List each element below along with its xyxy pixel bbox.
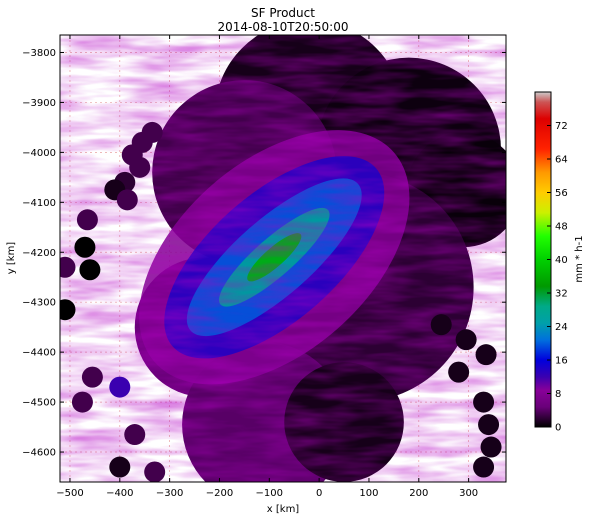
x-tick-label-3: −200 [206, 488, 233, 499]
x-axis-ticks: −500 −400 −300 −200 −100 0 100 200 300 [56, 35, 478, 499]
colorbar-tick-label-5: 40 [555, 255, 568, 266]
colorbar-tick-label-3: 24 [555, 322, 568, 333]
isolated-echo-8 [124, 424, 146, 446]
isolated-echo-7 [109, 376, 131, 398]
x-tick-label-0: −500 [56, 488, 83, 499]
colorbar-tick-label-4: 32 [555, 289, 568, 300]
y-tick-label-5: −4300 [22, 298, 56, 309]
isolated-echo-9 [109, 456, 131, 478]
colorbar-ticks: 0 8 16 24 32 40 48 56 64 72 [547, 121, 568, 434]
isolated-echo-19 [455, 329, 477, 351]
isolated-echo-2 [74, 236, 96, 258]
y-tick-label-7: −4500 [22, 398, 56, 409]
isolated-echo-6 [71, 391, 93, 413]
x-tick-label-6: 100 [359, 488, 378, 499]
x-axis-label: x [km] [267, 504, 300, 515]
colorbar-tick-label-8: 64 [555, 155, 568, 166]
isolated-echo-25 [473, 456, 495, 478]
colorbar-tick-label-7: 56 [555, 188, 568, 199]
colorbar-tick-label-9: 72 [555, 121, 568, 132]
isolated-echo-22 [473, 391, 495, 413]
colorbar-tick-label-2: 16 [555, 356, 568, 367]
y-tick-label-6: −4400 [22, 348, 56, 359]
isolated-echo-18 [430, 314, 452, 336]
y-tick-label-4: −4200 [22, 248, 56, 259]
isolated-echo-5 [81, 366, 103, 388]
colorbar-tick-label-1: 8 [555, 389, 561, 400]
y-tick-label-8: −4600 [22, 448, 56, 459]
rain-streaks [60, 35, 506, 482]
y-tick-label-1: −3900 [22, 98, 56, 109]
isolated-echo-23 [478, 414, 500, 436]
colorbar-label: mm * h-1 [574, 235, 585, 282]
isolated-echo-1 [76, 209, 98, 231]
radar-field [60, 35, 506, 482]
y-axis-label: y [km] [6, 242, 17, 275]
chart-subtitle: 2014-08-10T20:50:00 [218, 20, 349, 34]
y-tick-label-0: −3800 [22, 48, 56, 59]
isolated-echo-17 [141, 121, 163, 143]
isolated-echo-0 [60, 256, 76, 278]
isolated-echo-4 [60, 299, 76, 321]
isolated-echo-10 [144, 461, 166, 482]
isolated-echo-15 [116, 189, 138, 211]
isolated-echo-24 [480, 436, 502, 458]
colorbar-tick-label-6: 48 [555, 222, 568, 233]
isolated-echo-20 [475, 344, 497, 366]
chart-title: SF Product [251, 6, 315, 20]
axes-frame [59, 34, 507, 483]
x-tick-label-8: 300 [459, 488, 478, 499]
y-tick-label-3: −4100 [22, 198, 56, 209]
x-tick-label-2: −300 [156, 488, 183, 499]
x-tick-label-4: −100 [256, 488, 283, 499]
y-axis-ticks: −3800 −3900 −4000 −4100 −4200 −4300 −4400 −4500… [22, 48, 506, 459]
x-tick-label-5: 0 [316, 488, 322, 499]
isolated-echo-3 [79, 259, 101, 281]
isolated-echo-21 [448, 361, 470, 383]
y-tick-label-2: −4000 [22, 148, 56, 159]
colorbar-tick-label-0: 0 [555, 423, 561, 434]
x-tick-label-7: 200 [409, 488, 428, 499]
x-tick-label-1: −400 [106, 488, 133, 499]
